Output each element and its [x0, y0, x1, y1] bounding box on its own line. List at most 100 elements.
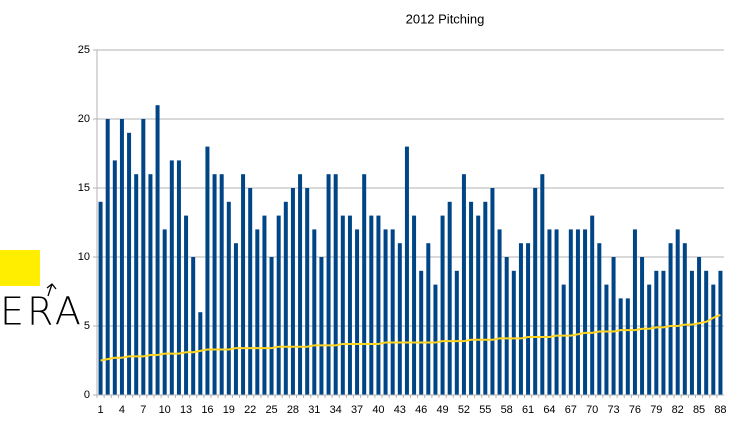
bar	[333, 174, 338, 395]
x-tick-label: 46	[415, 404, 427, 416]
bar	[433, 284, 438, 395]
bar	[212, 174, 217, 395]
bar	[369, 215, 374, 395]
bar	[590, 215, 595, 395]
bar	[568, 229, 573, 395]
y-tick-label: 25	[78, 44, 90, 56]
bar	[248, 188, 253, 395]
bar	[447, 201, 452, 395]
x-tick-label: 73	[607, 404, 619, 416]
bar	[419, 270, 424, 395]
bar	[404, 146, 409, 395]
bar	[98, 201, 103, 395]
bar	[176, 160, 181, 395]
x-tick-label: 61	[522, 404, 534, 416]
bar	[504, 257, 509, 395]
bar	[526, 243, 531, 395]
bar	[640, 257, 645, 395]
bar	[276, 215, 281, 395]
bar	[561, 284, 566, 395]
bar	[219, 174, 224, 395]
bar	[540, 174, 545, 395]
bar	[105, 119, 110, 395]
bar	[127, 132, 132, 396]
bar	[312, 229, 317, 395]
bar	[704, 270, 709, 395]
y-tick-label: 20	[78, 113, 90, 125]
bar	[682, 243, 687, 395]
bar	[511, 270, 516, 395]
bar	[440, 215, 445, 395]
bar	[326, 174, 331, 395]
y-tick-label: 5	[84, 320, 90, 332]
bar	[518, 243, 523, 395]
x-tick-label: 88	[714, 404, 726, 416]
bar	[611, 257, 616, 395]
y-tick-label: 15	[78, 182, 90, 194]
bar	[461, 174, 466, 395]
bar	[262, 215, 267, 395]
bar	[205, 146, 210, 395]
bar	[654, 270, 659, 395]
bar	[483, 201, 488, 395]
bar	[661, 270, 666, 395]
x-tick-label: 70	[586, 404, 598, 416]
bar	[191, 257, 196, 395]
bar	[597, 243, 602, 395]
bar	[148, 174, 153, 395]
chart-title: 2012 Pitching	[406, 11, 485, 26]
bar	[340, 215, 345, 395]
x-tick-label: 1	[98, 404, 104, 416]
bar	[533, 188, 538, 395]
bar	[711, 284, 716, 395]
bar	[362, 174, 367, 395]
bar	[319, 257, 324, 395]
bar	[718, 270, 723, 395]
x-tick-label: 37	[351, 404, 363, 416]
arrow	[46, 283, 57, 297]
bar	[233, 243, 238, 395]
bar	[376, 215, 381, 395]
bar	[162, 229, 167, 395]
bar	[255, 229, 260, 395]
x-tick-label: 79	[650, 404, 662, 416]
bar	[198, 312, 203, 395]
bar	[497, 229, 502, 395]
bar	[668, 243, 673, 395]
bar	[426, 243, 431, 395]
x-tick-label: 58	[501, 404, 513, 416]
bar	[184, 215, 189, 395]
bar	[283, 201, 288, 395]
bar	[547, 229, 552, 395]
bar	[141, 119, 146, 395]
bar	[269, 257, 274, 395]
x-tick-label: 85	[693, 404, 705, 416]
y-tick-label: 10	[78, 251, 90, 263]
x-tick-label: 76	[629, 404, 641, 416]
bar	[119, 119, 124, 395]
x-tick-label: 7	[140, 404, 146, 416]
x-tick-label: 4	[119, 404, 125, 416]
bar	[390, 229, 395, 395]
x-tick-label: 25	[265, 404, 277, 416]
x-tick-label: 64	[543, 404, 555, 416]
x-tick-label: 52	[458, 404, 470, 416]
line	[100, 314, 721, 362]
bar	[412, 215, 417, 395]
bar	[454, 270, 459, 395]
x-tick-label: 19	[223, 404, 235, 416]
highlight	[0, 250, 40, 286]
bar	[675, 229, 680, 395]
bar	[298, 174, 303, 395]
x-tick-label: 34	[330, 404, 342, 416]
x-tick-label: 31	[308, 404, 320, 416]
bar	[241, 174, 246, 395]
x-tick-label: 10	[159, 404, 171, 416]
bar	[476, 215, 481, 395]
x-tick-label: 40	[372, 404, 384, 416]
bar	[383, 229, 388, 395]
bar	[155, 105, 160, 395]
bar	[647, 284, 652, 395]
bar	[583, 229, 588, 395]
x-tick-label: 22	[244, 404, 256, 416]
